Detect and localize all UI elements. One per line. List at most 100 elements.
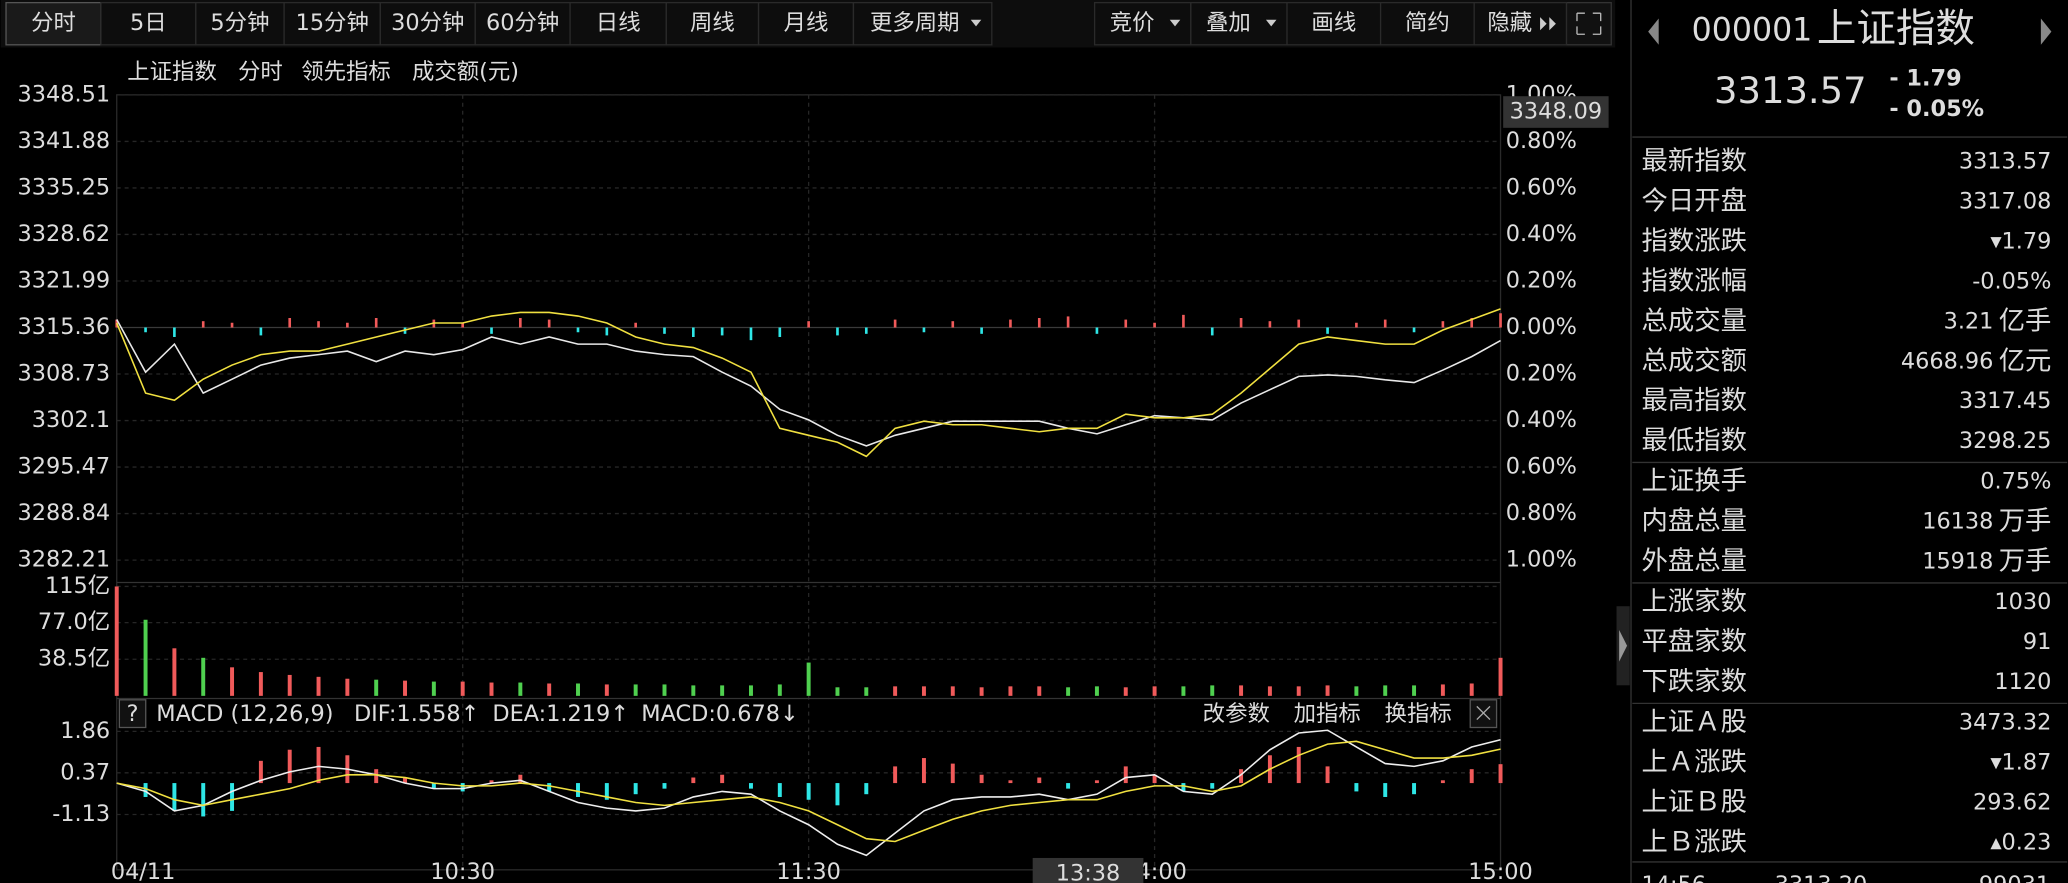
tab-label[interactable]: 更多周期: [870, 10, 960, 36]
hide-icon: [1540, 17, 1556, 31]
y-tick-label: 3302.1: [32, 407, 110, 433]
next-arrow[interactable]: [2040, 18, 2052, 45]
tab-label[interactable]: 隐藏: [1487, 10, 1532, 36]
tab[interactable]: [1286, 1, 1382, 46]
tab-label[interactable]: 15分钟: [296, 10, 369, 36]
tab-label[interactable]: 画线: [1311, 10, 1356, 36]
row-value: 3.21: [1944, 308, 1994, 334]
cursor-time: 13:38: [1056, 860, 1121, 883]
collapse-arrow[interactable]: [1619, 629, 1628, 662]
dropdown-icon: [1169, 19, 1181, 27]
tab[interactable]: [5, 1, 102, 46]
lead-bar: [259, 327, 263, 336]
legend-item: 成交额(元): [412, 59, 519, 85]
volume-bar: [864, 687, 869, 696]
lead-bar: [951, 321, 955, 328]
y-tick-label: 3328.62: [18, 221, 111, 247]
pct-label: 0.40%: [1506, 407, 1577, 433]
lead-bar: [778, 327, 782, 337]
close-icon: [1476, 705, 1491, 721]
indicator-button[interactable]: 改参数: [1203, 701, 1270, 727]
macd-bar: [172, 783, 177, 811]
volume-bar: [1210, 685, 1215, 696]
indicator-button[interactable]: 换指标: [1385, 701, 1452, 727]
lead-bar: [605, 327, 609, 336]
cursor-time-box: [1032, 857, 1144, 883]
tab-label[interactable]: 日线: [596, 10, 641, 36]
tab-label[interactable]: 60分钟: [486, 10, 559, 36]
lead-bar: [663, 327, 666, 334]
macd-bar: [633, 783, 638, 795]
fullscreen-button[interactable]: [1565, 1, 1612, 46]
lead-bar: [1326, 327, 1329, 334]
row-label: 上证Ｂ股: [1642, 788, 1747, 818]
lead-bar: [749, 327, 753, 341]
tab-label[interactable]: 简约: [1405, 10, 1450, 36]
volume-bar: [547, 683, 552, 696]
row-value: 3473.32: [1959, 710, 2052, 736]
lead-bar: [692, 327, 695, 337]
indicator-button[interactable]: 加指标: [1294, 701, 1361, 727]
help[interactable]: ?: [127, 701, 139, 727]
volume-bar: [893, 686, 898, 696]
row-label: 上证Ａ股: [1642, 708, 1747, 738]
volume-bar: [287, 674, 292, 696]
lead-bar: [317, 321, 320, 328]
volume-tick-label: 77.0亿: [38, 609, 110, 635]
pct-label: 0.80%: [1506, 128, 1577, 154]
cursor-value: 3348.09: [1510, 99, 1603, 125]
row-value: 3317.45: [1959, 388, 2052, 414]
macd-tick-label: 0.37: [60, 759, 110, 785]
macd-bar: [1152, 774, 1157, 784]
row-label: 上Ｂ涨跌: [1642, 827, 1747, 857]
tab[interactable]: [379, 1, 476, 46]
row-value: 16138: [1922, 509, 1993, 535]
volume-bar: [1239, 685, 1244, 696]
lead-bar: [490, 327, 493, 334]
volume-bar: [1469, 683, 1474, 696]
lead-bar: [288, 318, 292, 328]
y-tick-label: 3295.47: [18, 454, 111, 480]
tab[interactable]: [195, 1, 285, 46]
lead-bar: [864, 327, 868, 334]
tab-label[interactable]: 周线: [690, 10, 735, 36]
layer: 分时 5日 5分钟 15分钟 30分钟 60分钟 日线 周线 月线 更多周期 竞价 叠加 画线 简约 隐藏上…: [5, 1, 2068, 883]
tab-label[interactable]: 分时: [31, 10, 76, 36]
tab[interactable]: [757, 1, 855, 46]
tab[interactable]: [852, 1, 993, 46]
tab-label[interactable]: 5分钟: [210, 10, 269, 36]
x-tick-label: 11:30: [776, 859, 841, 883]
volume-bar: [720, 685, 725, 696]
volume-bar: [576, 683, 580, 696]
volume-bar: [1325, 685, 1330, 696]
row-value: 15918: [1922, 549, 1993, 575]
macd-bar: [777, 783, 782, 797]
macd-tick-label: -1.13: [52, 801, 110, 827]
macd-bar: [1498, 764, 1503, 784]
volume-bar: [1152, 686, 1157, 696]
pct-label: 0.60%: [1506, 454, 1577, 480]
macd-bar: [864, 783, 869, 795]
lead-bar: [519, 318, 522, 328]
macd-bar: [1210, 783, 1215, 789]
y-tick-label: 3282.21: [18, 547, 111, 573]
pct-label: 0.20%: [1506, 267, 1577, 293]
macd-bar: [893, 766, 898, 784]
tab-label[interactable]: 5日: [130, 10, 167, 36]
tab[interactable]: [1379, 1, 1475, 46]
tab-label[interactable]: 30分钟: [391, 10, 464, 36]
prev-arrow[interactable]: [1648, 18, 1659, 45]
tab-label[interactable]: 竞价: [1110, 10, 1155, 36]
x-tick-label: 15:00: [1468, 859, 1533, 883]
macd-bar: [547, 783, 552, 792]
tab[interactable]: [569, 1, 667, 46]
macd-bar: [662, 783, 667, 789]
row-label: 总成交额: [1642, 346, 1747, 376]
tab-label[interactable]: 叠加: [1206, 10, 1251, 36]
volume-bar: [403, 680, 408, 696]
tab-label[interactable]: 月线: [784, 10, 829, 36]
help-box[interactable]: [118, 699, 147, 729]
macd-tick-label: 1.86: [60, 718, 110, 744]
